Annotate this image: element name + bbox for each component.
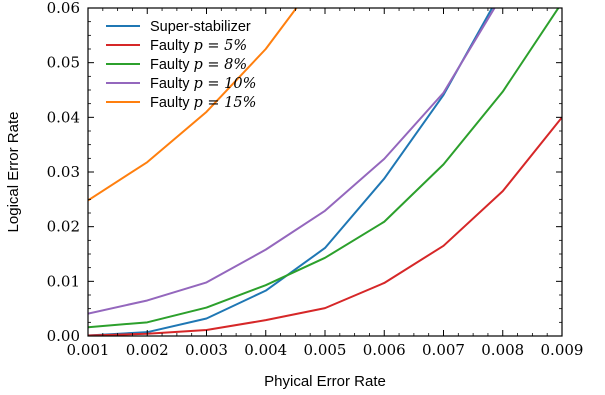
- legend-label: Faulty p = 10%: [150, 76, 256, 92]
- x-axis-title: Phyical Error Rate: [264, 373, 386, 390]
- x-tick-label: 0.001: [67, 341, 110, 359]
- y-tick-label: 0.06: [47, 0, 80, 17]
- x-tick-label: 0.009: [541, 341, 584, 359]
- series-line-4: [88, 8, 496, 315]
- axes-layer: 0.001 0.002 0.003 0.004 0.005 0.006 0.007 0.008…: [47, 0, 584, 359]
- x-tick-label: 0.005: [304, 341, 347, 359]
- series-layer: [88, 8, 562, 336]
- y-axis-title: Logical Error Rate: [5, 112, 22, 233]
- series-line-1: [88, 8, 494, 336]
- legend-label: Faulty p = 8%: [150, 57, 247, 73]
- legend-label: Faulty p = 5%: [150, 38, 247, 54]
- series-line-5: [88, 8, 298, 202]
- series-line-2: [88, 116, 562, 336]
- x-tick-label: 0.004: [244, 341, 287, 359]
- legend: Super-stabilizer Faulty p = 5% Faulty p = …: [106, 19, 256, 111]
- y-tick-label: 0.05: [47, 54, 80, 72]
- y-tick-label: 0.02: [47, 218, 80, 236]
- legend-label: Super-stabilizer: [150, 19, 251, 35]
- x-tick-label: 0.007: [422, 341, 465, 359]
- y-tick-label: 0.03: [47, 163, 80, 181]
- x-tick-label: 0.008: [481, 341, 524, 359]
- legend-label: Faulty p = 15%: [150, 95, 256, 111]
- y-tick-label: 0.01: [47, 272, 80, 290]
- x-tick-label: 0.002: [126, 341, 169, 359]
- x-tick-label: 0.003: [185, 341, 228, 359]
- y-tick-label: 0.00: [47, 327, 80, 345]
- y-tick-label: 0.04: [47, 108, 80, 126]
- x-tick-label: 0.006: [363, 341, 406, 359]
- series-line-3: [88, 8, 560, 329]
